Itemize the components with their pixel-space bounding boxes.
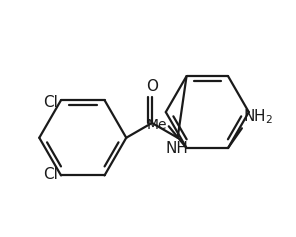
- Text: Cl: Cl: [43, 95, 58, 109]
- Text: NH$_2$: NH$_2$: [243, 108, 273, 126]
- Text: Cl: Cl: [43, 167, 58, 182]
- Text: O: O: [146, 79, 158, 94]
- Text: NH: NH: [165, 141, 188, 156]
- Text: Me: Me: [146, 118, 167, 132]
